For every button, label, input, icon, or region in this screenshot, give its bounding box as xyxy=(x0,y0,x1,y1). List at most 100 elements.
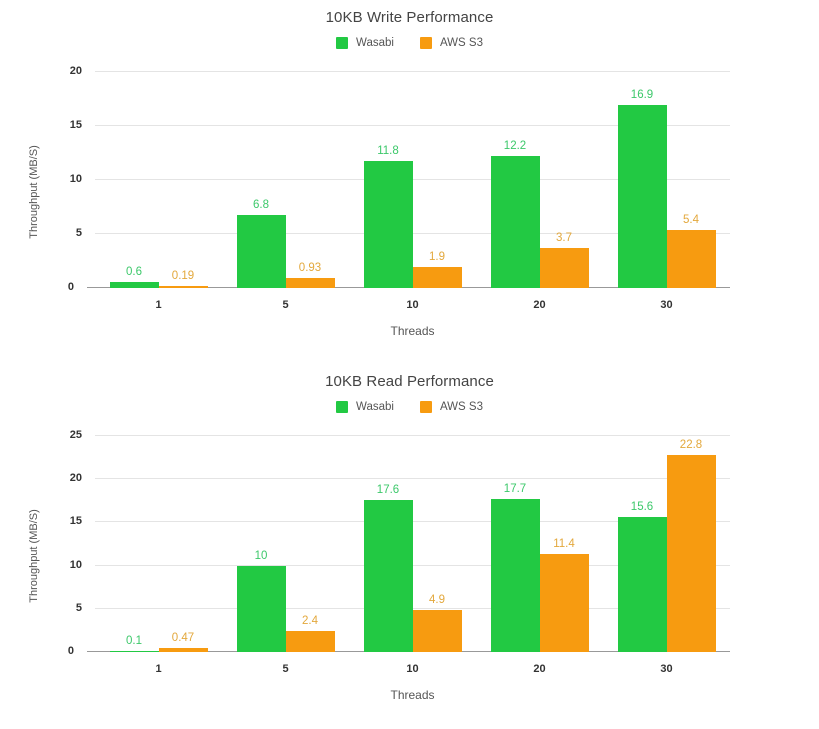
gridline: 25 xyxy=(70,429,730,441)
bar-rect xyxy=(236,565,286,652)
bar-rect xyxy=(617,517,667,652)
bar-aws-s3[interactable]: 11.4 xyxy=(539,538,589,652)
y-axis-tick-label: 20 xyxy=(69,65,82,77)
bar-aws-s3[interactable]: 22.8 xyxy=(666,439,716,652)
legend-swatch-wasabi xyxy=(336,401,349,413)
chart-legend: Wasabi AWS S3 xyxy=(0,396,819,418)
bar-aws-s3[interactable]: 0.93 xyxy=(285,262,335,288)
legend-item-aws: AWS S3 xyxy=(419,401,483,413)
gridline: 20 xyxy=(70,65,730,77)
legend-swatch-aws xyxy=(419,401,432,413)
bar-rect xyxy=(363,160,413,288)
bar-value-label: 22.8 xyxy=(679,439,703,452)
bar-wasabi[interactable]: 17.6 xyxy=(363,484,413,652)
bar-wasabi[interactable]: 12.2 xyxy=(490,140,540,288)
bar-wasabi[interactable]: 15.6 xyxy=(617,501,667,652)
x-axis-tick-label: 1 xyxy=(155,663,162,675)
bar-aws-s3[interactable]: 0.47 xyxy=(158,632,208,652)
bars: 17.6 4.9 xyxy=(349,436,476,652)
bar-wasabi[interactable]: 6.8 xyxy=(236,199,286,288)
bar-wasabi[interactable]: 0.1 xyxy=(109,635,159,652)
y-axis-tick-label: 0 xyxy=(67,281,74,293)
bar-value-label: 0.6 xyxy=(126,265,142,278)
bar-value-label: 10 xyxy=(254,549,268,562)
bar-group: 6.8 0.93 5 xyxy=(222,72,349,311)
x-axis-tick-label: 30 xyxy=(660,299,673,311)
y-axis-tick-label: 0 xyxy=(67,645,74,657)
y-axis-title: Throughput (MB/S) xyxy=(28,509,41,603)
bars: 0.1 0.47 xyxy=(95,436,222,652)
bar-aws-s3[interactable]: 0.19 xyxy=(158,270,208,288)
plot-area: 0 5 10 15 20 25 0.1 0.47 1 10 2.4 5 17.6 4.9 10 17.7 11… xyxy=(68,429,730,675)
y-axis-tick-label: 5 xyxy=(75,227,82,239)
bar-aws-s3[interactable]: 2.4 xyxy=(285,615,335,652)
x-axis-tick-label: 1 xyxy=(155,299,162,311)
legend-label-wasabi: Wasabi xyxy=(356,401,394,413)
bar-wasabi[interactable]: 0.6 xyxy=(109,266,159,288)
bar-group: 10 2.4 5 xyxy=(222,436,349,675)
bar-group: 0.1 0.47 1 xyxy=(95,436,222,675)
bar-wasabi[interactable]: 10 xyxy=(236,550,286,652)
bar-value-label: 11.4 xyxy=(553,537,575,550)
gridline: 20 xyxy=(70,472,730,484)
bar-rect xyxy=(412,609,462,652)
legend-swatch-aws xyxy=(419,37,432,49)
bar-group: 0.6 0.19 1 xyxy=(95,72,222,311)
x-axis-tick-label: 10 xyxy=(406,663,419,675)
legend-label-wasabi: Wasabi xyxy=(356,37,394,49)
legend-item-wasabi: Wasabi xyxy=(336,401,394,413)
chart-read-performance: 10KB Read Performance Wasabi AWS S3 Thro… xyxy=(0,364,819,729)
bars: 6.8 0.93 xyxy=(222,72,349,288)
chart-title: 10KB Write Performance xyxy=(325,9,494,26)
chart-write-performance: 10KB Write Performance Wasabi AWS S3 Thr… xyxy=(0,0,819,364)
x-axis-title: Threads xyxy=(390,324,435,338)
legend-item-wasabi: Wasabi xyxy=(336,37,394,49)
bar-rect xyxy=(363,499,413,652)
x-axis-tick-label: 5 xyxy=(282,299,289,311)
bar-wasabi[interactable]: 17.7 xyxy=(490,483,540,652)
y-axis-tick-label: 15 xyxy=(69,515,82,528)
bar-rect xyxy=(158,647,208,652)
bar-value-label: 6.8 xyxy=(253,198,269,211)
y-axis-tick-label: 10 xyxy=(69,558,82,571)
bar-value-label: 1.9 xyxy=(429,251,445,264)
bar-aws-s3[interactable]: 1.9 xyxy=(412,251,462,288)
x-axis-tick-label: 20 xyxy=(533,663,546,675)
bar-wasabi[interactable]: 16.9 xyxy=(617,89,667,288)
bar-value-label: 17.7 xyxy=(503,483,527,496)
bar-group: 17.7 11.4 20 xyxy=(476,436,603,675)
y-axis-tick-label: 10 xyxy=(69,173,82,185)
gridline: 5 xyxy=(76,227,730,239)
bar-wasabi[interactable]: 11.8 xyxy=(363,145,413,288)
bar-aws-s3[interactable]: 5.4 xyxy=(666,214,716,288)
bar-group: 17.6 4.9 10 xyxy=(349,436,476,675)
bar-aws-s3[interactable]: 3.7 xyxy=(539,232,589,288)
bar-value-label: 0.93 xyxy=(298,261,322,274)
x-axis-title: Threads xyxy=(390,688,435,702)
bar-value-label: 5.4 xyxy=(683,213,699,226)
gridline: 15 xyxy=(70,119,730,131)
gridline: 5 xyxy=(76,602,730,614)
bar-rect xyxy=(666,229,716,288)
bar-rect xyxy=(490,499,540,652)
y-axis-tick-label: 5 xyxy=(75,601,82,614)
x-axis-tick-label: 10 xyxy=(406,299,419,311)
y-axis-tick-label: 25 xyxy=(69,429,82,441)
bars: 11.8 1.9 xyxy=(349,72,476,288)
bar-value-label: 0.47 xyxy=(171,631,195,644)
chart-legend: Wasabi AWS S3 xyxy=(0,32,819,54)
x-axis-tick-label: 5 xyxy=(282,663,289,675)
bars: 12.2 3.7 xyxy=(476,72,603,288)
bar-rect xyxy=(236,214,286,288)
gridline: 10 xyxy=(70,559,730,571)
bar-groups: 0.1 0.47 1 10 2.4 5 17.6 4.9 10 17.7 11.4 20 15.6 22.… xyxy=(95,436,730,675)
bars: 16.9 5.4 xyxy=(603,72,730,288)
bar-rect xyxy=(158,285,208,288)
bar-rect xyxy=(285,277,335,288)
bar-value-label: 4.9 xyxy=(429,593,445,606)
plot-area-wrapper: Throughput (MB/S) 0 5 10 15 20 25 0.1 0.47 1 10 2… xyxy=(0,426,819,702)
legend-label-aws: AWS S3 xyxy=(439,37,483,49)
bar-rect xyxy=(412,267,462,288)
bar-group: 16.9 5.4 30 xyxy=(603,72,730,311)
bar-aws-s3[interactable]: 4.9 xyxy=(412,594,462,652)
